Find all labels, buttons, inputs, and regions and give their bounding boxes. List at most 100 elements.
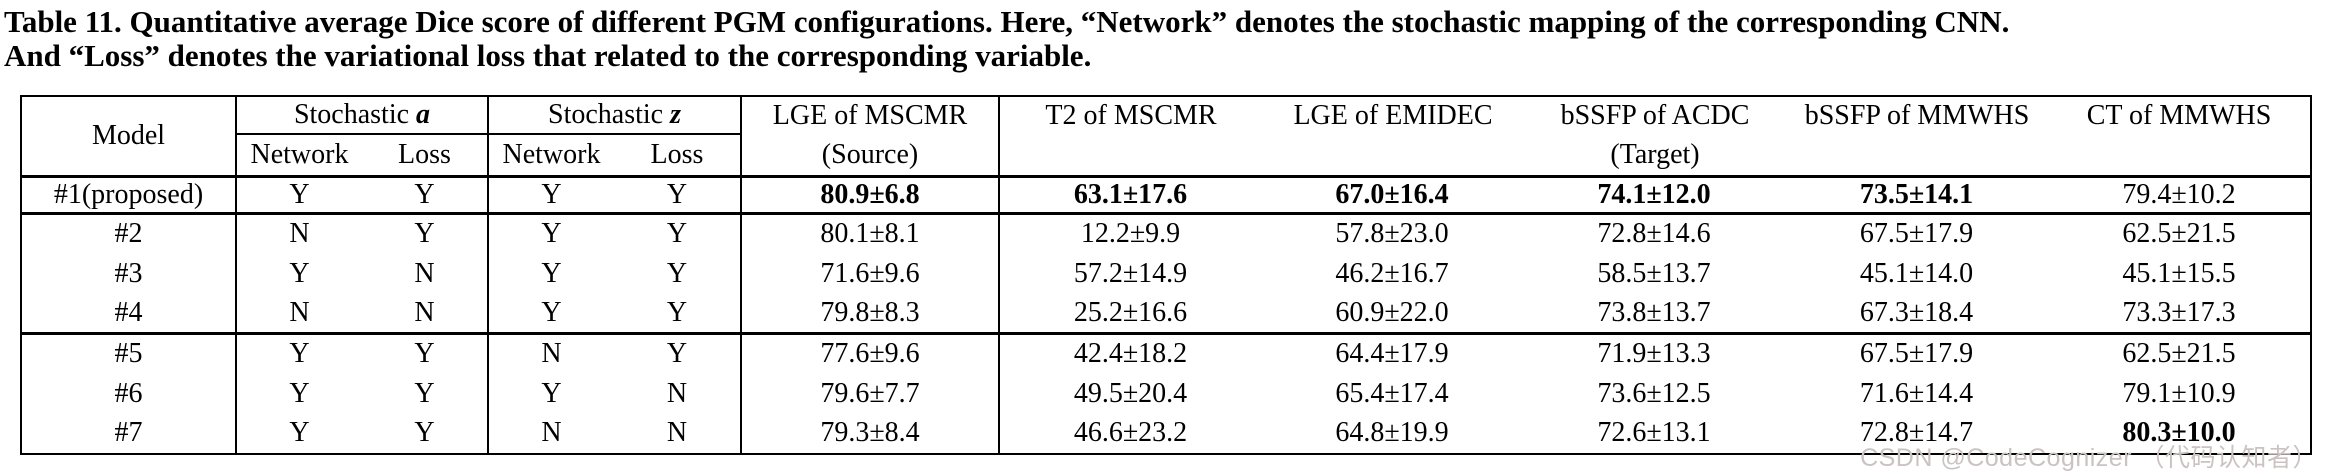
score-cell: 74.1±12.0 — [1523, 176, 1785, 215]
header-z-network: Network — [488, 134, 614, 179]
score-cell: 12.2±9.9 — [1080, 218, 1181, 250]
table-row: #7 Y Y N N 79.3±8.4 46.6±23.2 64.8±19.9 … — [21, 413, 2311, 454]
cfg-cell: Y — [488, 176, 614, 215]
header-stochastic-a-symbol: a — [416, 99, 431, 131]
cfg-cell: Y — [614, 333, 742, 374]
cfg-cell: Y — [362, 333, 489, 374]
header-target-subtitle: (Target) — [1610, 139, 1700, 170]
table-row: #3 Y N Y Y 71.6±9.6 57.2±14.9 46.2±16.7 … — [21, 253, 2311, 294]
score-cell: 49.5±20.4 — [1073, 377, 1188, 409]
model-cell: #4 — [21, 293, 237, 335]
model-cell: #2 — [21, 213, 237, 254]
header-target-columns: T2 of MSCMR LGE of EMIDEC bSSFP of ACDC … — [999, 96, 2311, 178]
header-target-lge-emidec: LGE of EMIDEC — [1293, 100, 1493, 131]
cfg-cell: Y — [541, 257, 562, 289]
cfg-cell: N — [236, 293, 362, 335]
cfg-cell: Y — [289, 377, 310, 409]
cfg-cell: Y — [614, 253, 742, 294]
header-source-title: LGE of MSCMR — [772, 100, 968, 131]
score-cell: 73.8±13.7 — [1523, 293, 1785, 335]
table-row: #2 N Y Y Y 80.1±8.1 12.2±9.9 57.8±23.0 7… — [21, 213, 2311, 254]
cfg-cell: Y — [236, 176, 362, 215]
score-cell: 42.4±18.2 — [1073, 338, 1188, 370]
score-cell: 58.5±13.7 — [1597, 257, 1711, 289]
score-cell: 64.8±19.9 — [1335, 417, 1449, 448]
header-model: Model — [21, 96, 237, 178]
score-cell: 72.6±13.1 — [1597, 417, 1711, 448]
header-target-bssfp-acdc: bSSFP of ACDC — [1560, 100, 1750, 131]
table-row: #4 N N Y Y 79.8±8.3 25.2±16.6 60.9±22.0 … — [21, 293, 2311, 335]
header-a-loss: Loss — [362, 134, 489, 179]
cfg-cell: N — [541, 417, 562, 448]
table-caption: Table 11. Quantitative average Dice scor… — [4, 5, 2326, 73]
score-cell: 67.5±17.9 — [1859, 218, 1974, 250]
score-cell: 71.9±13.3 — [1597, 338, 1711, 370]
score-cell: 67.5±17.9 — [1859, 338, 1974, 370]
score-cell: 57.8±23.0 — [1335, 218, 1449, 250]
score-cell: 79.4±10.2 — [2048, 176, 2311, 215]
model-cell: #1(proposed) — [21, 176, 237, 215]
model-cell: #7 — [21, 413, 237, 454]
score-cell: 46.2±16.7 — [1335, 257, 1449, 289]
table-row: #1(proposed) Y Y Y Y 80.9±6.8 63.1±17.6 … — [21, 176, 2311, 215]
cfg-cell: N — [614, 373, 742, 414]
score-cell: 57.2±14.9 — [1073, 257, 1188, 289]
score-cell: 79.1±10.9 — [2122, 377, 2236, 409]
cfg-cell: N — [289, 218, 310, 250]
cfg-cell: Y — [362, 213, 489, 254]
cfg-cell: Y — [614, 176, 742, 215]
header-stochastic-a-label: Stochastic — [293, 99, 410, 131]
header-target-bssfp-mmwhs: bSSFP of MMWHS — [1804, 100, 2030, 131]
model-cell: #3 — [21, 253, 237, 294]
score-cell: 60.9±22.0 — [1261, 293, 1523, 335]
cfg-cell: N — [362, 293, 489, 335]
cfg-cell: N — [362, 253, 489, 294]
header-z-loss: Loss — [614, 134, 742, 179]
header-stochastic-z-label: Stochastic — [548, 99, 664, 131]
cfg-cell: Y — [289, 417, 310, 448]
score-cell: 79.3±8.4 — [741, 413, 1000, 454]
score-cell: 46.6±23.2 — [1073, 417, 1188, 448]
score-cell: 63.1±17.6 — [999, 176, 1261, 215]
header-target-ct-mmwhs: CT of MMWHS — [2086, 100, 2272, 131]
score-cell: 80.1±8.1 — [741, 213, 1000, 254]
score-cell: 62.5±21.5 — [2122, 218, 2236, 250]
score-cell: 71.6±14.4 — [1859, 377, 1974, 409]
model-cell: #5 — [21, 333, 237, 374]
score-cell: 80.9±6.8 — [741, 176, 1000, 215]
cfg-cell: Y — [614, 293, 742, 335]
cfg-cell: N — [541, 338, 562, 370]
score-cell: 72.8±14.6 — [1597, 218, 1711, 250]
header-stochastic-z: Stochastic z — [488, 96, 742, 136]
score-cell: 45.1±14.0 — [1859, 257, 1974, 289]
score-cell: 80.3±10.0 — [2122, 417, 2236, 448]
model-cell: #6 — [21, 373, 237, 414]
score-cell: 67.0±16.4 — [1261, 176, 1523, 215]
cfg-cell: Y — [541, 377, 562, 409]
header-stochastic-a: Stochastic a — [236, 96, 489, 136]
header-stochastic-z-symbol: z — [670, 99, 681, 131]
score-cell: 72.8±14.7 — [1859, 417, 1974, 448]
header-target-t2-mscmr: T2 of MSCMR — [1045, 100, 1217, 131]
score-cell: 77.6±9.6 — [741, 333, 1000, 374]
score-cell: 45.1±15.5 — [2122, 257, 2236, 289]
caption-line-2: And “Loss” denotes the variational loss … — [4, 38, 1092, 73]
score-cell: 25.2±16.6 — [999, 293, 1261, 335]
score-cell: 67.3±18.4 — [1785, 293, 2048, 335]
cfg-cell: Y — [488, 293, 614, 335]
score-cell: 79.8±8.3 — [741, 293, 1000, 335]
cfg-cell: Y — [362, 176, 489, 215]
score-cell: 73.3±17.3 — [2048, 293, 2311, 335]
header-a-network: Network — [236, 134, 362, 179]
score-cell: 62.5±21.5 — [2122, 338, 2236, 370]
caption-line-1: Table 11. Quantitative average Dice scor… — [4, 4, 2010, 39]
score-cell: 73.5±14.1 — [1785, 176, 2048, 215]
table-row: #6 Y Y Y N 79.6±7.7 49.5±20.4 65.4±17.4 … — [21, 373, 2311, 414]
cfg-cell: Y — [289, 338, 310, 370]
table-row: #5 Y Y N Y 77.6±9.6 42.4±18.2 64.4±17.9 … — [21, 333, 2311, 374]
cfg-cell: Y — [362, 413, 489, 454]
score-cell: 71.6±9.6 — [741, 253, 1000, 294]
cfg-cell: N — [614, 413, 742, 454]
csdn-watermark: CSDN @CodeCognizer （代码认知者） — [1860, 444, 2318, 471]
score-cell: 65.4±17.4 — [1335, 377, 1449, 409]
